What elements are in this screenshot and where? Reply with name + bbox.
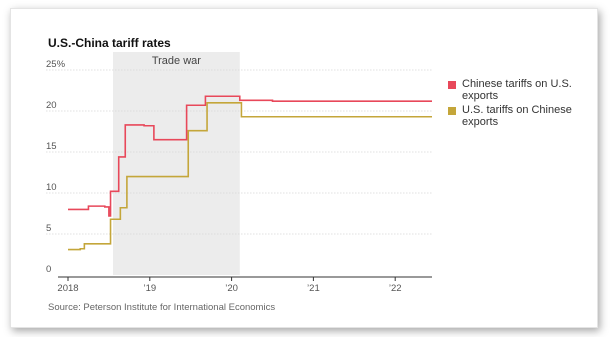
legend-item-us-tariffs: U.S. tariffs on Chinese exports — [448, 104, 598, 128]
y-tick-label: 20 — [46, 100, 57, 111]
y-tick-label: 5 — [46, 223, 51, 234]
y-tick-label: 0 — [46, 264, 51, 275]
legend-label-us-tariffs: U.S. tariffs on Chinese exports — [462, 104, 572, 128]
legend-label-chinese-tariffs: Chinese tariffs on U.S. exports — [462, 78, 572, 102]
chart-title: U.S.-China tariff rates — [48, 36, 171, 50]
y-tick-label: 15 — [46, 141, 57, 152]
y-tick-label: 25% — [46, 59, 66, 70]
chart-legend: Chinese tariffs on U.S. exports U.S. tar… — [448, 78, 598, 130]
y-tick-label: 10 — [46, 182, 57, 193]
chart-source: Source: Peterson Institute for Internati… — [48, 302, 276, 313]
legend-swatch-chinese-tariffs — [448, 81, 456, 89]
x-tick-label: ’20 — [225, 283, 238, 294]
shaded-region — [112, 52, 240, 275]
x-tick-label: ’21 — [307, 283, 320, 294]
x-tick-label: 2018 — [57, 283, 78, 294]
series-line — [68, 102, 432, 251]
legend-item-chinese-tariffs: Chinese tariffs on U.S. exports — [448, 78, 598, 102]
series-line — [68, 95, 432, 217]
legend-swatch-us-tariffs — [448, 107, 456, 115]
chart-card — [10, 8, 598, 328]
annotation-label: Trade war — [152, 55, 201, 67]
x-tick-label: ’22 — [389, 283, 402, 294]
x-tick-label: ’19 — [143, 283, 156, 294]
